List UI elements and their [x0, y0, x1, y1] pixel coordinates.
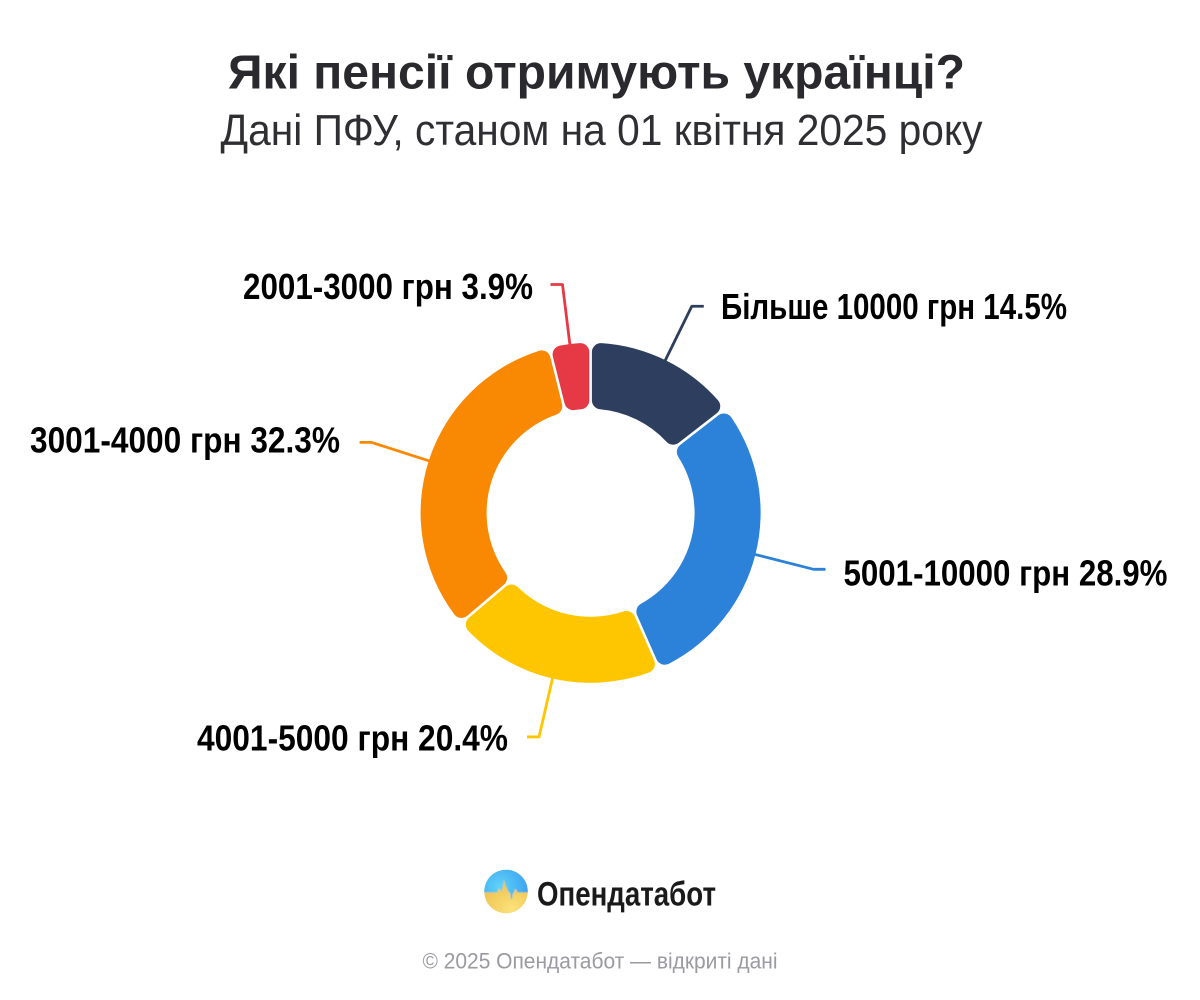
- svg-text:© 2025 Опендатабот — відкриті: © 2025 Опендатабот — відкриті дані: [423, 949, 778, 974]
- svg-text:Які пенсії отримують українці?: Які пенсії отримують українці?: [228, 46, 965, 99]
- svg-text:5001-10000 грн 28.9%: 5001-10000 грн 28.9%: [844, 553, 1168, 594]
- svg-text:Опендатабот: Опендатабот: [537, 875, 716, 913]
- svg-text:Дані ПФУ, станом на 01 квітня: Дані ПФУ, станом на 01 квітня 2025 року: [221, 106, 983, 155]
- svg-text:3001-4000 грн 32.3%: 3001-4000 грн 32.3%: [30, 420, 340, 461]
- svg-text:2001-3000 грн 3.9%: 2001-3000 грн 3.9%: [243, 266, 533, 307]
- svg-text:Більше 10000 грн 14.5%: Більше 10000 грн 14.5%: [721, 286, 1067, 327]
- svg-text:4001-5000 грн 20.4%: 4001-5000 грн 20.4%: [197, 718, 508, 759]
